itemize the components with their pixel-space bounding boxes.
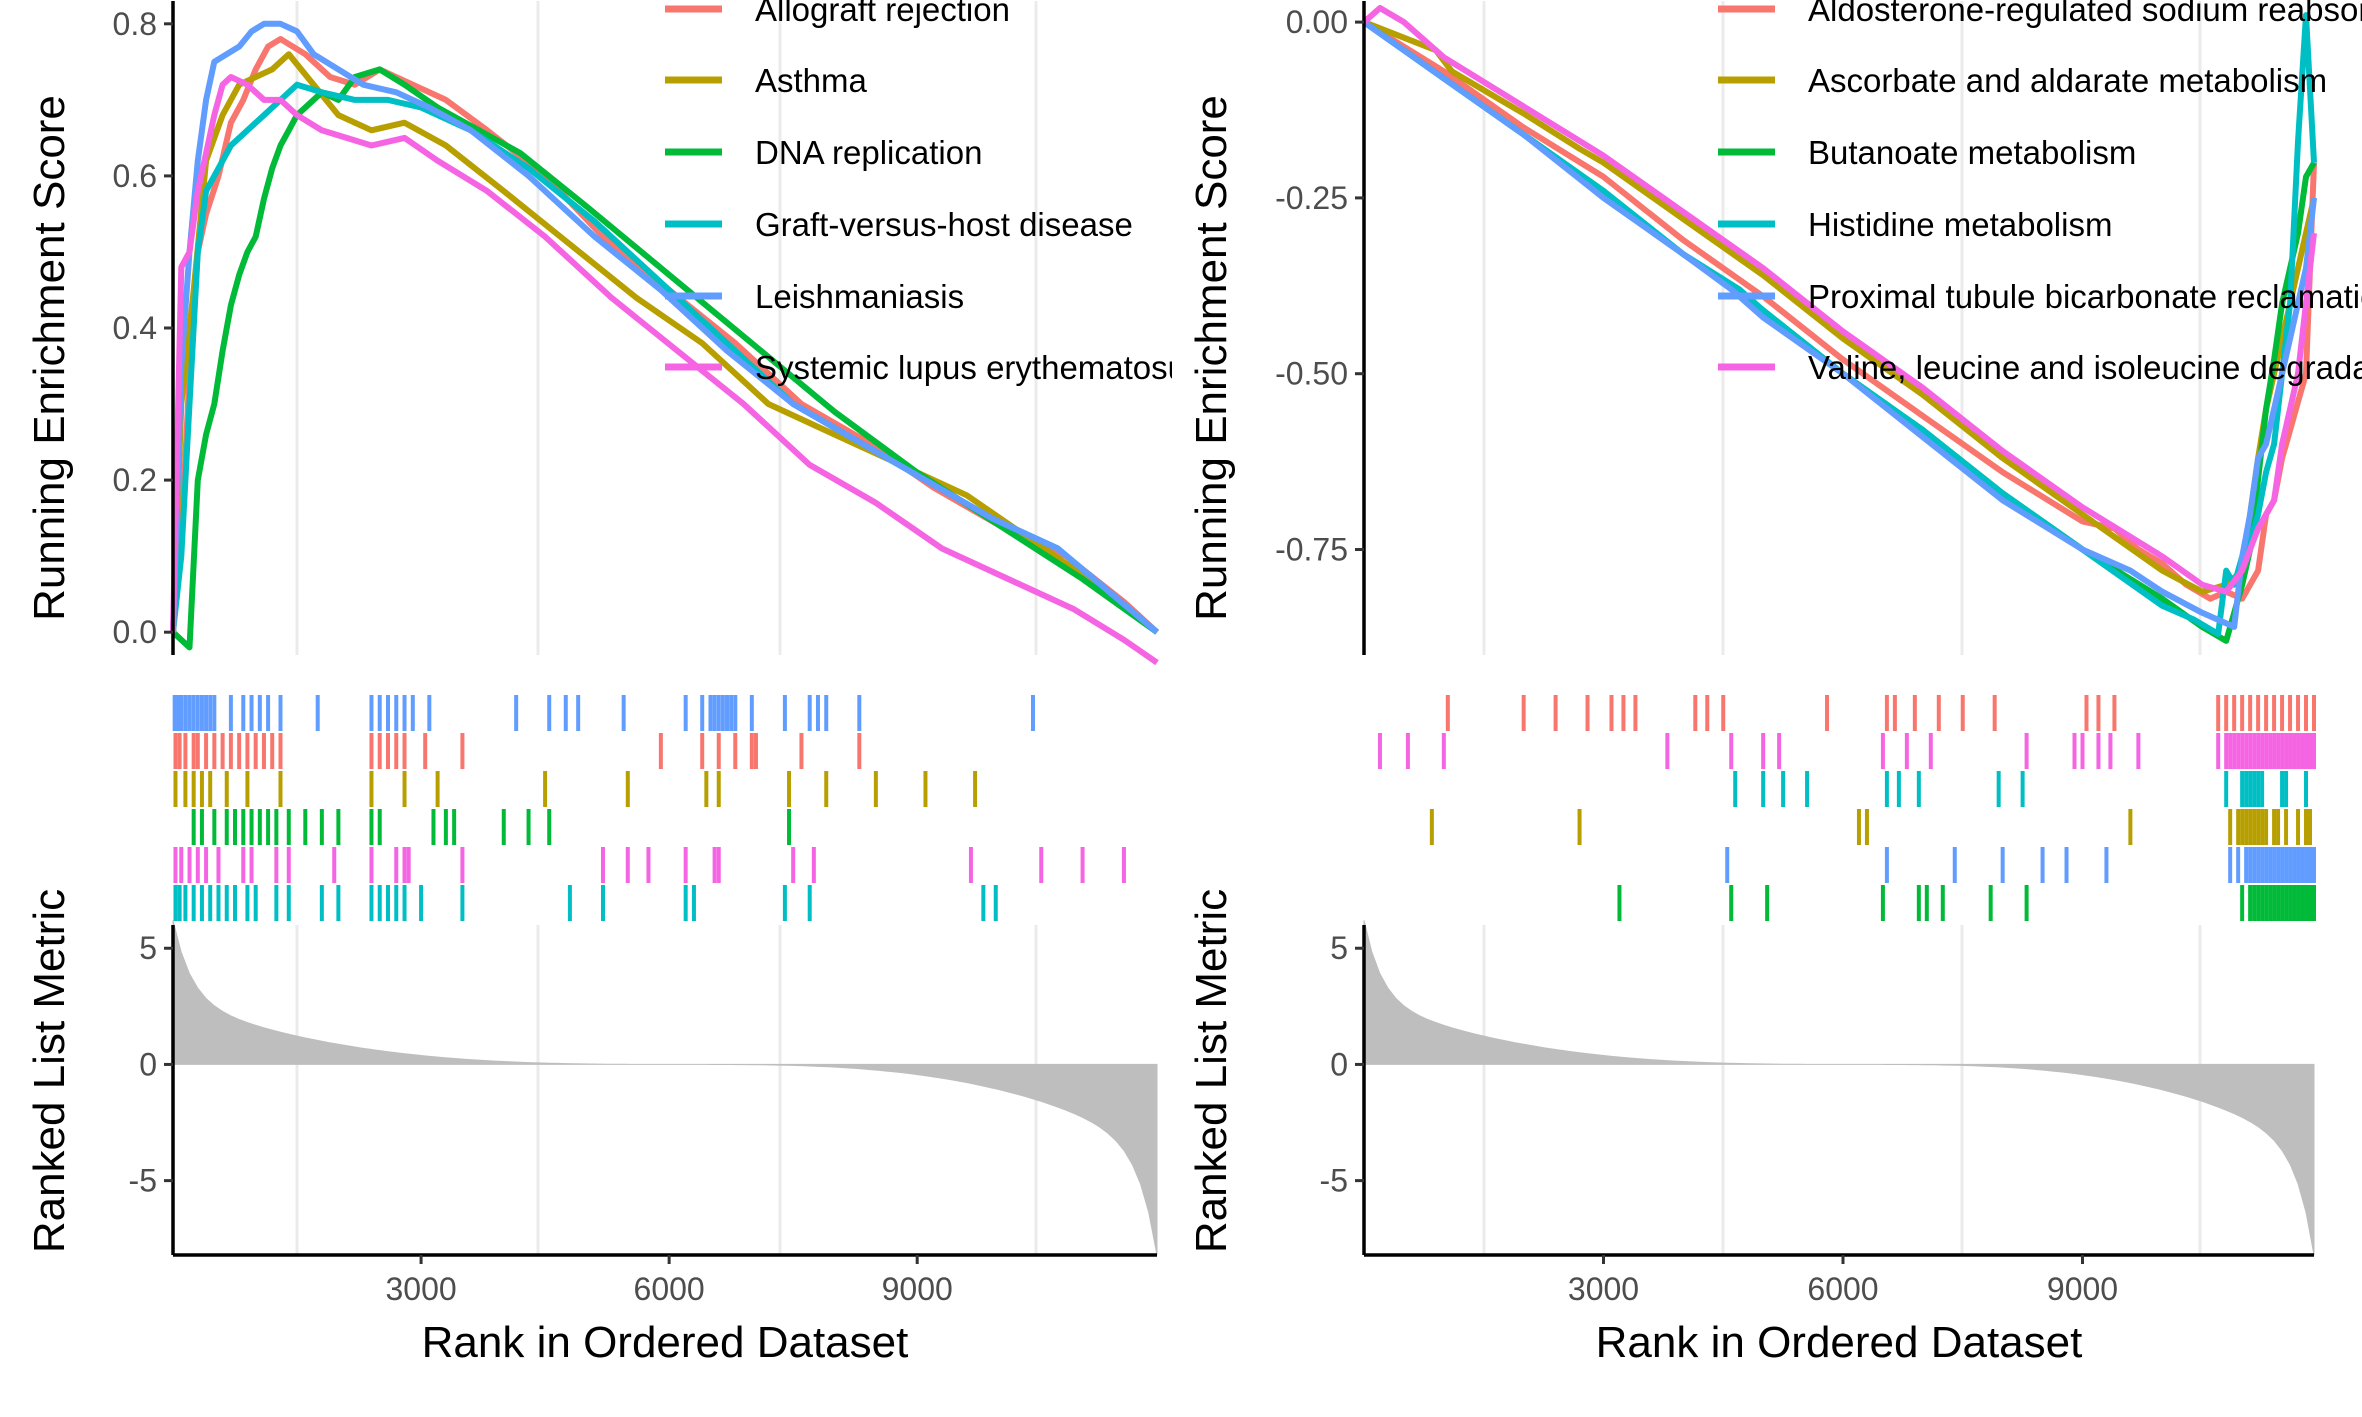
hit-row-5 (173, 885, 998, 921)
top-grid (295, 1, 1038, 655)
series-line-5 (170, 74, 1159, 666)
legend-label-1: Ascorbate and aldarate metabolism (1808, 62, 2327, 99)
metric-y-axis-title: Ranked List Metric (25, 889, 74, 1253)
metric-y-axis-title: Ranked List Metric (1187, 889, 1236, 1253)
x-axis-title: Rank in Ordered Dataset (422, 1318, 909, 1367)
legend-label-4: Leishmaniasis (755, 278, 964, 315)
top-y-tick-label: 0.4 (113, 310, 157, 346)
hit-row-1 (173, 733, 862, 769)
top-y-tick-label: -0.50 (1275, 356, 1348, 392)
legend-label-5: Valine, leucine and isoleucine degradati… (1808, 349, 2362, 386)
metric-y-tick-label: 5 (139, 930, 157, 966)
gene-hit-rows (172, 695, 1126, 921)
series-line-4 (170, 20, 1159, 635)
metric-y-tick-label: -5 (129, 1163, 157, 1199)
legend: Allograft rejection Asthma DNA replication… (665, 0, 1203, 386)
hit-row-1 (1377, 733, 2316, 769)
top-y-tick-label: 0.8 (113, 6, 157, 42)
legend-label-5: Systemic lupus erythematosus (755, 349, 1203, 386)
left-gsea-chart: 0.0 0.2 0.4 0.6 0.8 -5 0 5 3000 6000 9000 Rank in O… (25, 0, 1203, 1367)
top-y-tick-label: -0.25 (1275, 180, 1348, 216)
legend-label-2: DNA replication (755, 134, 982, 171)
series-line-5 (1362, 5, 2317, 595)
x-tick-label: 6000 (634, 1271, 705, 1307)
x-tick-label: 3000 (385, 1271, 456, 1307)
enrichment-lines (1362, 5, 2317, 644)
metric-y-tick-label: 0 (1330, 1046, 1348, 1082)
hit-row-3 (191, 809, 792, 845)
metric-y-tick-label: 5 (1330, 930, 1348, 966)
legend: Aldosterone-regulated sodium reabsorptio… (1718, 0, 2362, 386)
x-tick-label: 3000 (1568, 1271, 1639, 1307)
metric-y-tick-label: 0 (139, 1046, 157, 1082)
gene-hit-rows (1377, 695, 2316, 921)
hit-row-4 (1725, 847, 2316, 883)
top-y-tick-label: 0.0 (113, 614, 157, 650)
top-y-tick-label: 0.6 (113, 158, 157, 194)
x-tick-label: 9000 (2047, 1271, 2118, 1307)
right-gsea-chart: -0.75 -0.50 -0.25 0.00 -5 0 5 3000 6000 9000 Rank … (1187, 0, 2362, 1367)
top-y-tick-label: 0.00 (1286, 4, 1348, 40)
hit-row-2 (1733, 771, 2309, 807)
x-tick-label: 6000 (1807, 1271, 1878, 1307)
top-y-tick-label: 0.2 (113, 462, 157, 498)
legend-label-3: Histidine metabolism (1808, 206, 2112, 243)
legend-label-0: Allograft rejection (755, 0, 1010, 28)
ranked-metric-area (172, 920, 1158, 1256)
hit-row-0 (1445, 695, 2316, 731)
top-y-axis-title: Running Enrichment Score (1187, 95, 1236, 621)
legend-label-1: Asthma (755, 62, 868, 99)
ranked-metric-area (1363, 920, 2315, 1256)
series-line-4 (1362, 19, 2317, 630)
hit-row-4 (173, 847, 1126, 883)
series-line-2 (170, 66, 1159, 651)
series-line-1 (1362, 19, 2317, 595)
legend-label-3: Graft-versus-host disease (755, 206, 1133, 243)
hit-row-3 (1429, 809, 2313, 845)
legend-label-4: Proximal tubule bicarbonate reclamation (1808, 278, 2362, 315)
x-tick-label: 9000 (882, 1271, 953, 1307)
x-axis-title: Rank in Ordered Dataset (1596, 1318, 2083, 1367)
top-y-axis-title: Running Enrichment Score (25, 95, 74, 621)
hit-row-5 (1617, 885, 2316, 921)
hit-row-0 (172, 695, 1035, 731)
legend-label-2: Butanoate metabolism (1808, 134, 2136, 171)
enrichment-lines (170, 20, 1160, 666)
legend-label-0: Aldosterone-regulated sodium reabsorptio… (1808, 0, 2362, 28)
top-y-tick-label: -0.75 (1275, 532, 1348, 568)
metric-y-tick-label: -5 (1320, 1163, 1348, 1199)
hit-row-2 (173, 771, 978, 807)
